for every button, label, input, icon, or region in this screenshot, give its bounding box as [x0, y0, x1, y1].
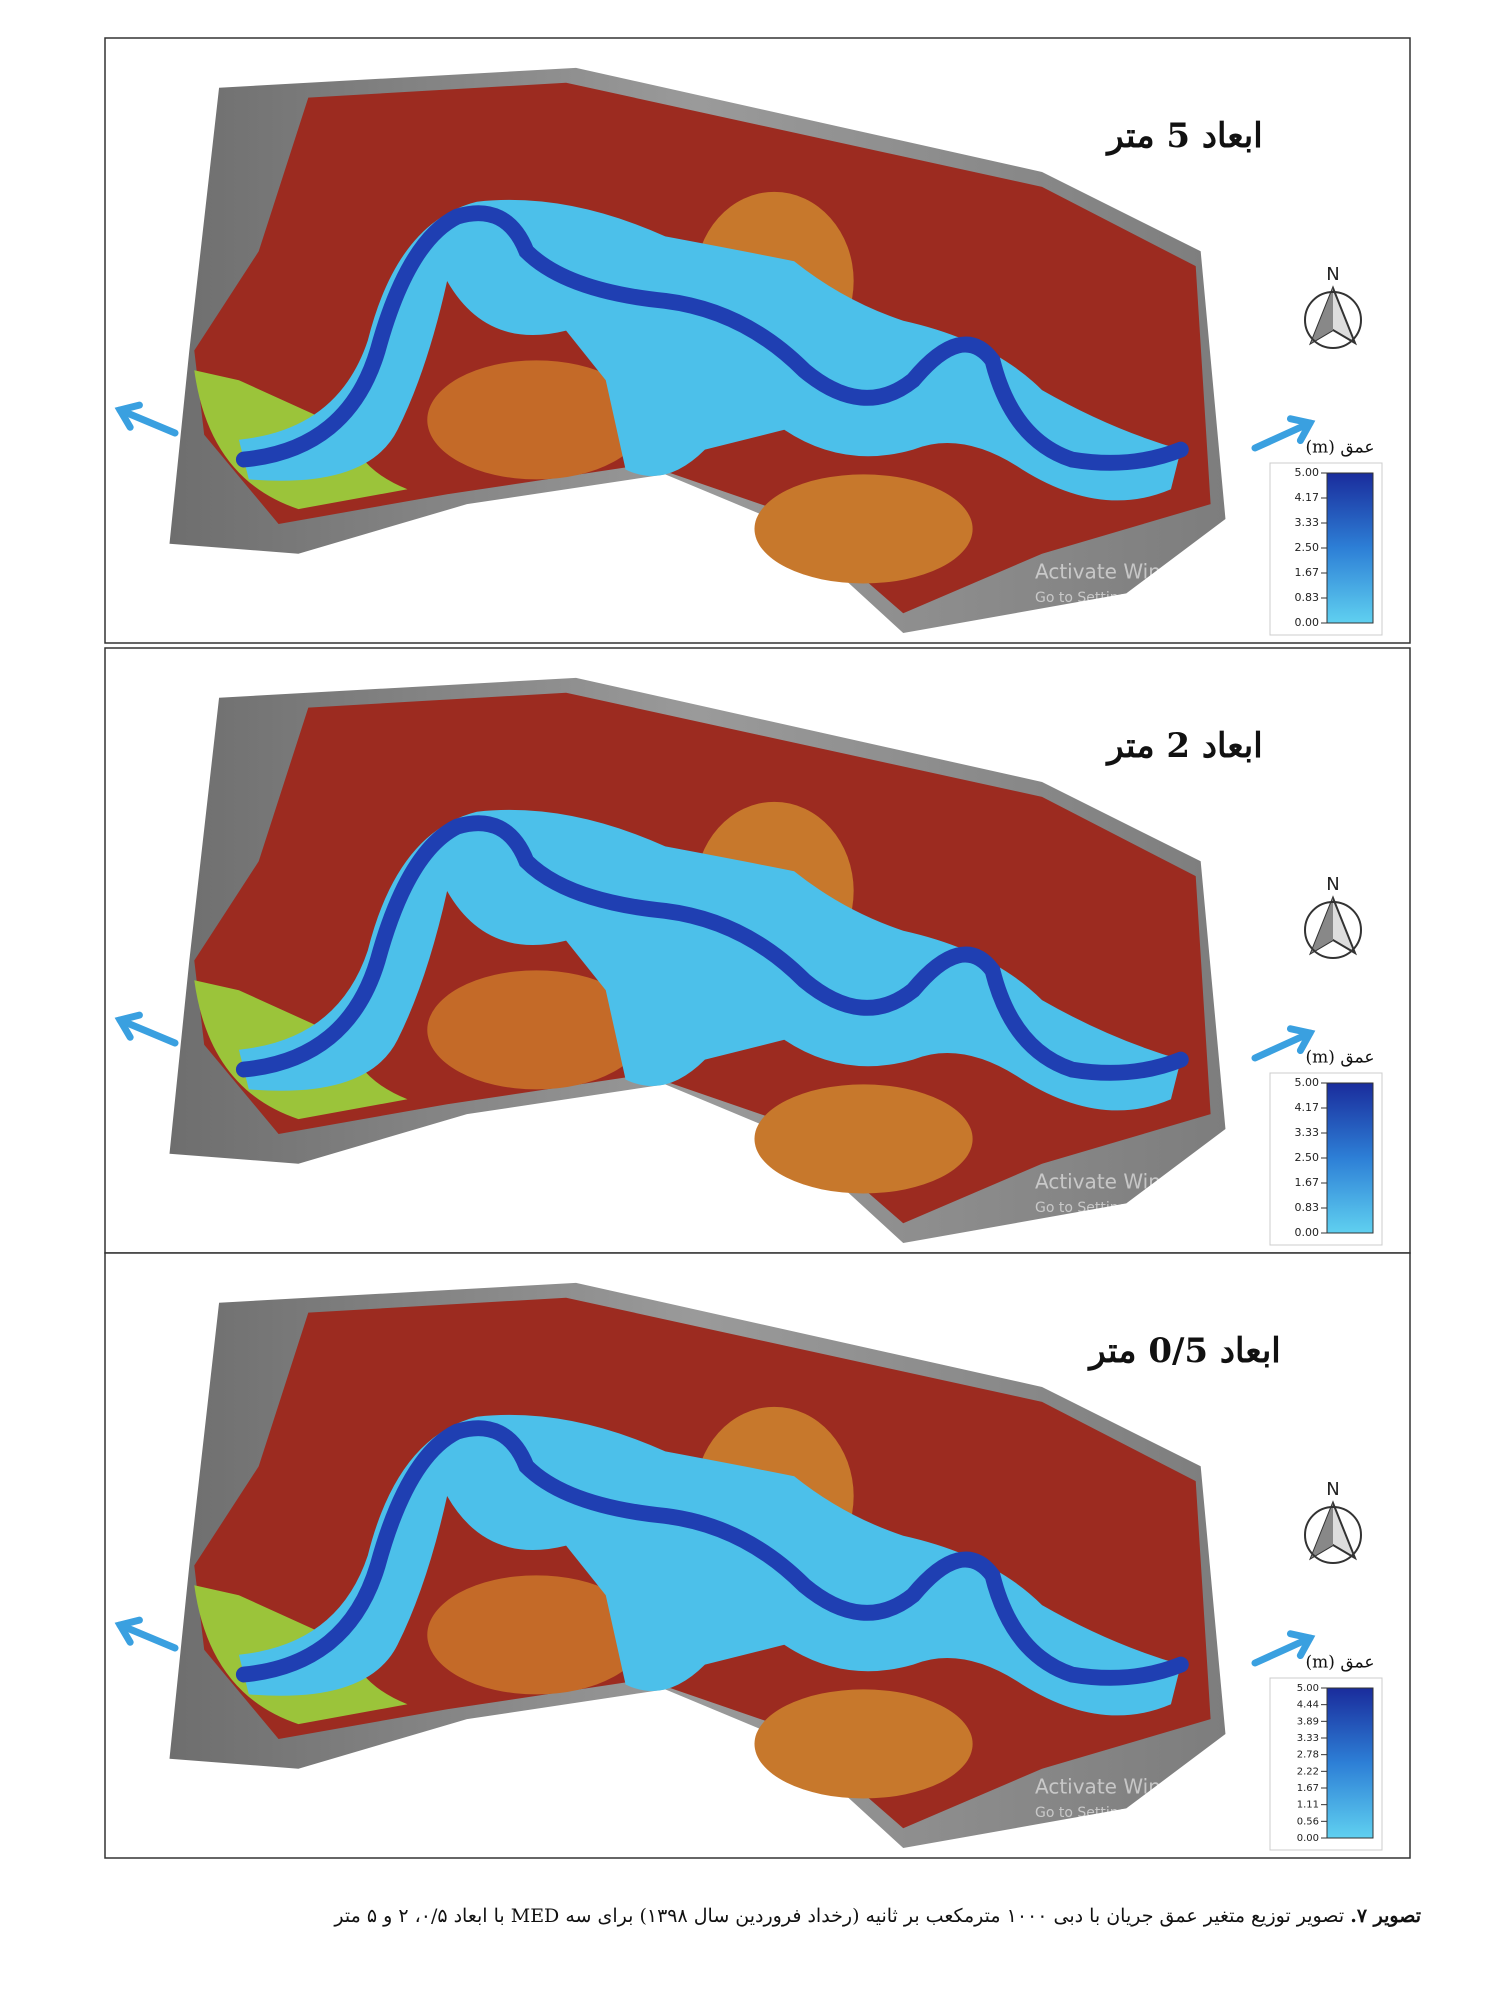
panel-title: ابعاد 2 متر [1105, 726, 1262, 766]
legend-tick-label: 4.44 [1297, 1700, 1319, 1711]
legend-tick-label: 1.67 [1297, 1783, 1319, 1794]
watermark: Activate Windows [1035, 560, 1213, 584]
north-label: N [1326, 874, 1339, 895]
north-arrow-half [1311, 1503, 1333, 1558]
watermark: Activate Windows [1035, 1775, 1213, 1799]
caption: تصویر ۷. تصویر توزیع متغیر عمق جریان با … [61, 1905, 1421, 1927]
watermark-sub: Go to Settings to activate Windows. [1035, 590, 1286, 606]
legend-tick-label: 0.00 [1297, 1833, 1319, 1844]
legend-tick-label: 2.22 [1297, 1766, 1319, 1777]
flow-arrow [1251, 1634, 1314, 1667]
legend-label: عمق (m) [1306, 438, 1375, 458]
color-bar [1326, 472, 1374, 624]
legend-tick-label: 5.00 [1295, 1076, 1320, 1089]
north-label: N [1326, 1479, 1339, 1500]
legend-tick-label: 0.00 [1295, 616, 1320, 629]
flow-arrow [1251, 419, 1314, 452]
flow-arrow [116, 406, 179, 437]
legend-tick-label: 0.00 [1295, 1226, 1320, 1239]
north-ring [1304, 1506, 1362, 1564]
north-arrow-half [1311, 288, 1333, 343]
legend-label: عمق (m) [1306, 1048, 1375, 1068]
legend-tick-label: 0.83 [1295, 1201, 1320, 1214]
legend-tick-label: 2.78 [1297, 1750, 1319, 1761]
watermark: Activate Windows [1035, 1170, 1213, 1194]
flow-arrow-head [1286, 1630, 1316, 1660]
legend-tick-label: 2.50 [1295, 1151, 1320, 1164]
flow-arrow-head [114, 401, 143, 431]
north-ring [1304, 291, 1362, 349]
figure: ابعاد 5 متر N Activate Windows Go to Settin… [104, 37, 1411, 1859]
legend-tick-label: 1.11 [1297, 1800, 1319, 1811]
legend-label: عمق (m) [1306, 1653, 1375, 1673]
north-arrow-half [1311, 898, 1333, 953]
panel-title: ابعاد 0/5 متر [1087, 1331, 1280, 1371]
legend-tick-label: 4.17 [1295, 491, 1320, 504]
flow-arrow [116, 1016, 179, 1047]
legend-tick-label: 0.83 [1295, 591, 1320, 604]
legend-tick-label: 4.17 [1295, 1101, 1320, 1114]
north-label: N [1326, 264, 1339, 285]
legend-tick-label: 3.33 [1295, 516, 1320, 529]
north-ring [1304, 901, 1362, 959]
legend-tick-label: 1.67 [1295, 1176, 1320, 1189]
flow-arrow-head [114, 1616, 143, 1646]
legend-tick-label: 2.50 [1295, 541, 1320, 554]
legend-tick-label: 3.33 [1295, 1126, 1320, 1139]
legend-tick-label: 3.89 [1297, 1716, 1319, 1727]
flow-arrow-head [1286, 415, 1316, 445]
caption-text: تصویر توزیع متغیر عمق جریان با دبی ۱۰۰۰ … [334, 1905, 1345, 1927]
map-panel: ابعاد 5 متر N Activate Windows Go to Settin… [104, 37, 1411, 644]
flow-arrow-head [114, 1011, 143, 1041]
color-bar [1326, 1082, 1374, 1234]
watermark-sub: Go to Settings to activate Windows. [1035, 1200, 1286, 1216]
flow-arrow [116, 1621, 179, 1652]
legend-tick-label: 0.56 [1297, 1816, 1319, 1827]
caption-label: تصویر ۷. [1350, 1905, 1421, 1927]
flow-arrow-head [1286, 1025, 1316, 1055]
map-panel: ابعاد 2 متر N Activate Windows Go to Settin… [104, 647, 1411, 1254]
legend-tick-label: 3.33 [1297, 1733, 1319, 1744]
watermark-sub: Go to Settings to activate Windows. [1035, 1805, 1286, 1821]
map-panel: ابعاد 0/5 متر N Activate Windows Go to Sett… [104, 1252, 1411, 1859]
legend-tick-label: 5.00 [1295, 466, 1320, 479]
panel-title: ابعاد 5 متر [1105, 116, 1262, 156]
color-bar [1326, 1687, 1374, 1839]
flow-arrow [1251, 1029, 1314, 1062]
legend-tick-label: 5.00 [1297, 1683, 1319, 1694]
legend-tick-label: 1.67 [1295, 566, 1320, 579]
